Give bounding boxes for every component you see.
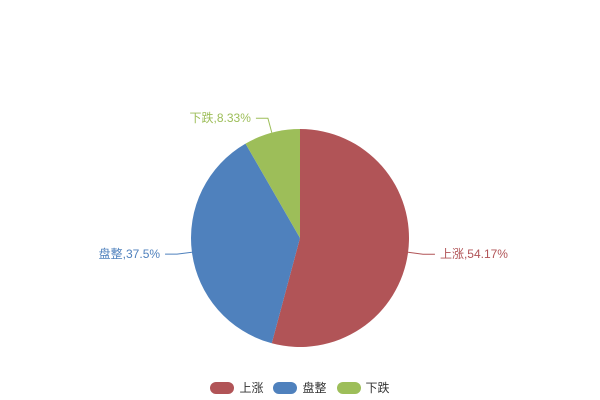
legend-label-flat: 盘整 [302,381,327,395]
pie-slice-rise[interactable] [271,129,410,347]
legend-item-flat[interactable]: 盘整 [273,381,327,395]
label-line-fall [255,117,273,133]
legend-label-rise: 上涨 [239,381,264,395]
label-line-flat [165,251,192,255]
pie-slice-flat[interactable] [190,143,300,344]
legend-item-fall[interactable]: 下跌 [336,381,390,395]
slice-label-fall: 下跌,8.33% [190,110,252,125]
legend-swatch-rise[interactable] [210,382,235,394]
slice-label-flat: 盘整,37.5% [99,246,161,261]
legend-item-rise[interactable]: 上涨 [210,382,263,394]
label-line-rise [408,251,435,255]
pie-slice-fall[interactable] [245,129,300,238]
legend-swatch-flat[interactable] [273,382,298,394]
legend: 上涨 盘整 下跌 [0,382,600,394]
slice-label-rise: 上涨,54.17% [440,246,508,261]
legend-swatch-fall[interactable] [336,382,361,394]
legend-label-fall: 下跌 [365,381,390,395]
